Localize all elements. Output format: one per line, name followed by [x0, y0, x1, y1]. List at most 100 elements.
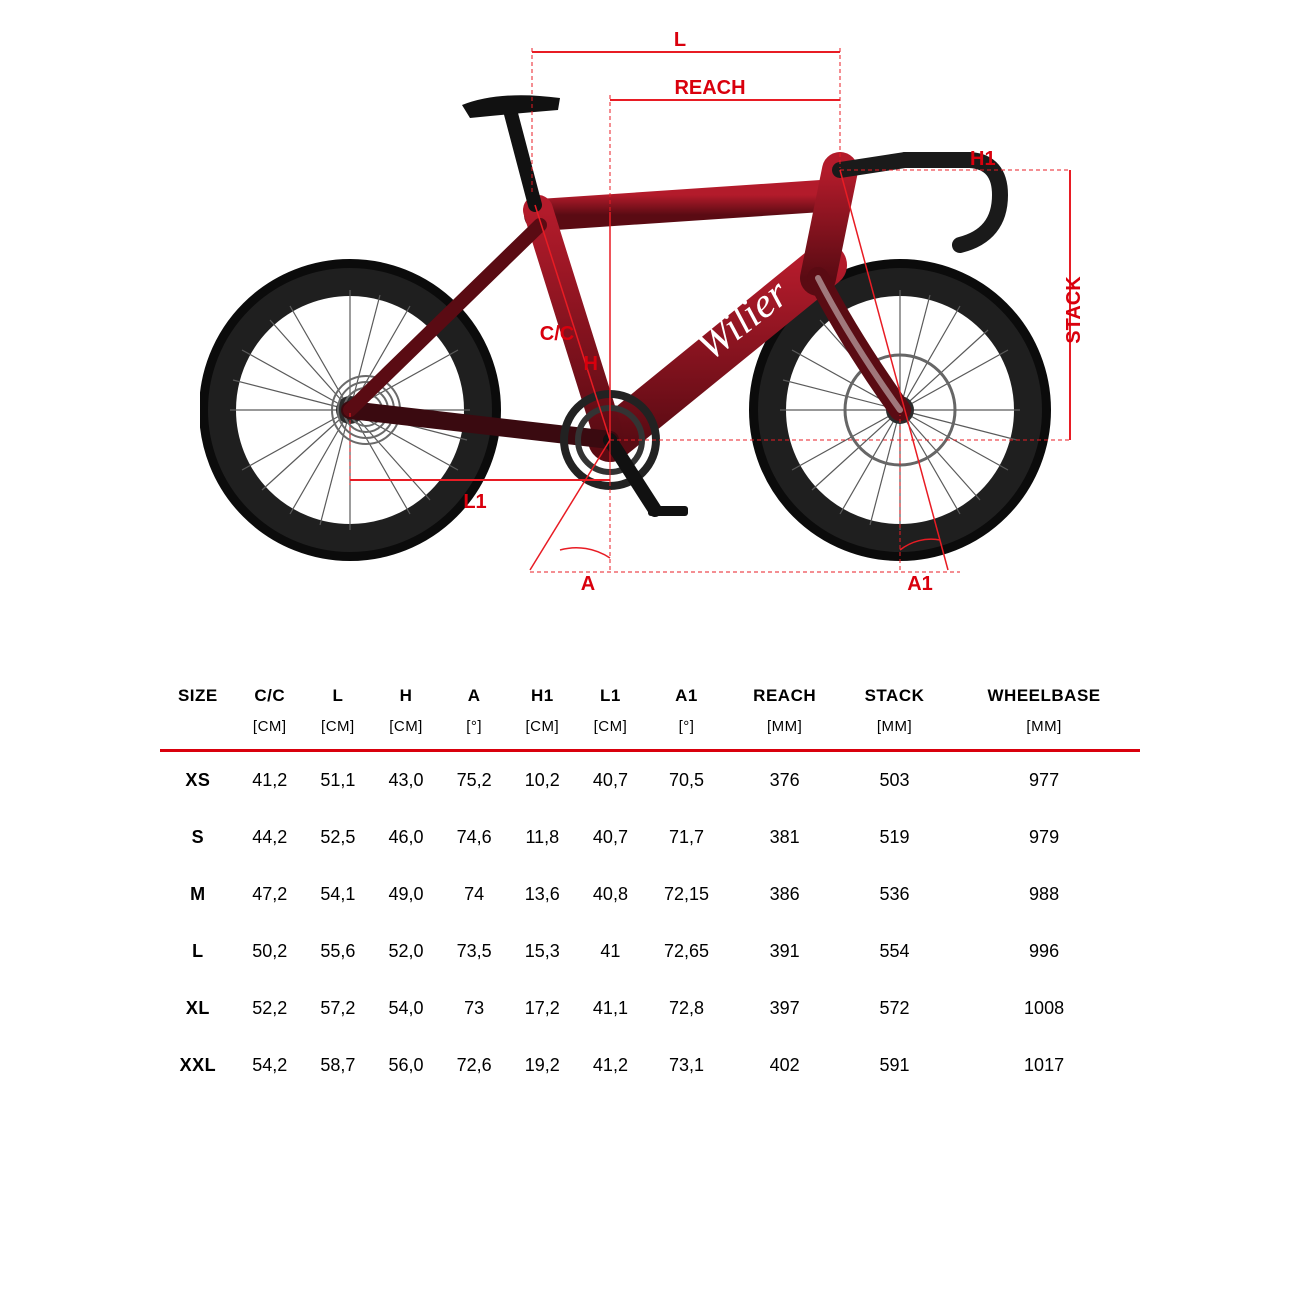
dim-label-L: L: [674, 29, 686, 51]
dim-label-reach: REACH: [674, 77, 745, 99]
value-cell: 73: [440, 980, 508, 1037]
value-cell: 74,6: [440, 809, 508, 866]
value-cell: 41,1: [576, 980, 644, 1037]
value-cell: 50,2: [236, 923, 304, 980]
table-row: L50,255,652,073,515,34172,65391554996: [160, 923, 1140, 980]
value-cell: 70,5: [645, 751, 729, 810]
value-cell: 572: [841, 980, 948, 1037]
value-cell: 56,0: [372, 1037, 440, 1094]
value-cell: 977: [948, 751, 1140, 810]
value-cell: 1017: [948, 1037, 1140, 1094]
value-cell: 58,7: [304, 1037, 372, 1094]
table-body: XS41,251,143,075,210,240,770,5376503977S…: [160, 751, 1140, 1095]
col-header: C/C: [236, 680, 304, 712]
col-header: REACH: [728, 680, 840, 712]
value-cell: 52,0: [372, 923, 440, 980]
frame: Wilier: [350, 95, 1000, 516]
col-header: SIZE: [160, 680, 236, 712]
value-cell: 376: [728, 751, 840, 810]
value-cell: 54,0: [372, 980, 440, 1037]
dim-label-stack: STACK: [1063, 276, 1085, 344]
dim-label-cc: C/C: [540, 323, 574, 345]
size-cell: M: [160, 866, 236, 923]
col-unit: [CM]: [304, 712, 372, 751]
size-cell: XS: [160, 751, 236, 810]
table-row: XXL54,258,756,072,619,241,273,1402591101…: [160, 1037, 1140, 1094]
dim-label-a1: A1: [907, 573, 933, 590]
col-unit: [MM]: [841, 712, 948, 751]
dim-label-l1: L1: [463, 491, 486, 513]
value-cell: 554: [841, 923, 948, 980]
dim-label-a: A: [581, 573, 595, 590]
value-cell: 503: [841, 751, 948, 810]
size-cell: L: [160, 923, 236, 980]
value-cell: 52,2: [236, 980, 304, 1037]
value-cell: 72,15: [645, 866, 729, 923]
size-cell: XXL: [160, 1037, 236, 1094]
table-row: XL52,257,254,07317,241,172,83975721008: [160, 980, 1140, 1037]
col-unit: [MM]: [728, 712, 840, 751]
value-cell: 11,8: [508, 809, 576, 866]
col-header: H1: [508, 680, 576, 712]
value-cell: 402: [728, 1037, 840, 1094]
value-cell: 41: [576, 923, 644, 980]
col-header: L: [304, 680, 372, 712]
value-cell: 591: [841, 1037, 948, 1094]
value-cell: 47,2: [236, 866, 304, 923]
value-cell: 74: [440, 866, 508, 923]
value-cell: 57,2: [304, 980, 372, 1037]
value-cell: 397: [728, 980, 840, 1037]
table-row: S44,252,546,074,611,840,771,7381519979: [160, 809, 1140, 866]
value-cell: 15,3: [508, 923, 576, 980]
value-cell: 73,5: [440, 923, 508, 980]
value-cell: 41,2: [236, 751, 304, 810]
col-unit: [160, 712, 236, 751]
table-row: M47,254,149,07413,640,872,15386536988: [160, 866, 1140, 923]
col-header: H: [372, 680, 440, 712]
geometry-diagram: Wilier: [200, 10, 1100, 590]
value-cell: 40,7: [576, 809, 644, 866]
col-header: STACK: [841, 680, 948, 712]
value-cell: 1008: [948, 980, 1140, 1037]
value-cell: 386: [728, 866, 840, 923]
value-cell: 54,2: [236, 1037, 304, 1094]
value-cell: 19,2: [508, 1037, 576, 1094]
value-cell: 44,2: [236, 809, 304, 866]
bike-svg: Wilier: [200, 10, 1100, 590]
value-cell: 17,2: [508, 980, 576, 1037]
table-header: SIZEC/CLHAH1L1A1REACHSTACKWHEELBASE [CM]…: [160, 680, 1140, 751]
value-cell: 13,6: [508, 866, 576, 923]
geometry-table: SIZEC/CLHAH1L1A1REACHSTACKWHEELBASE [CM]…: [160, 680, 1140, 1094]
size-cell: S: [160, 809, 236, 866]
dim-label-h1: H1: [970, 148, 996, 170]
value-cell: 381: [728, 809, 840, 866]
value-cell: 519: [841, 809, 948, 866]
value-cell: 46,0: [372, 809, 440, 866]
col-header: WHEELBASE: [948, 680, 1140, 712]
value-cell: 51,1: [304, 751, 372, 810]
dim-label-h: H: [584, 353, 598, 375]
col-header: A1: [645, 680, 729, 712]
col-unit: [CM]: [576, 712, 644, 751]
value-cell: 391: [728, 923, 840, 980]
value-cell: 996: [948, 923, 1140, 980]
value-cell: 72,8: [645, 980, 729, 1037]
col-header: A: [440, 680, 508, 712]
value-cell: 72,6: [440, 1037, 508, 1094]
value-cell: 41,2: [576, 1037, 644, 1094]
value-cell: 72,65: [645, 923, 729, 980]
value-cell: 40,8: [576, 866, 644, 923]
value-cell: 55,6: [304, 923, 372, 980]
value-cell: 75,2: [440, 751, 508, 810]
value-cell: 71,7: [645, 809, 729, 866]
value-cell: 40,7: [576, 751, 644, 810]
value-cell: 43,0: [372, 751, 440, 810]
value-cell: 536: [841, 866, 948, 923]
value-cell: 52,5: [304, 809, 372, 866]
size-cell: XL: [160, 980, 236, 1037]
value-cell: 988: [948, 866, 1140, 923]
value-cell: 73,1: [645, 1037, 729, 1094]
col-unit: [MM]: [948, 712, 1140, 751]
col-unit: [CM]: [508, 712, 576, 751]
col-header: L1: [576, 680, 644, 712]
